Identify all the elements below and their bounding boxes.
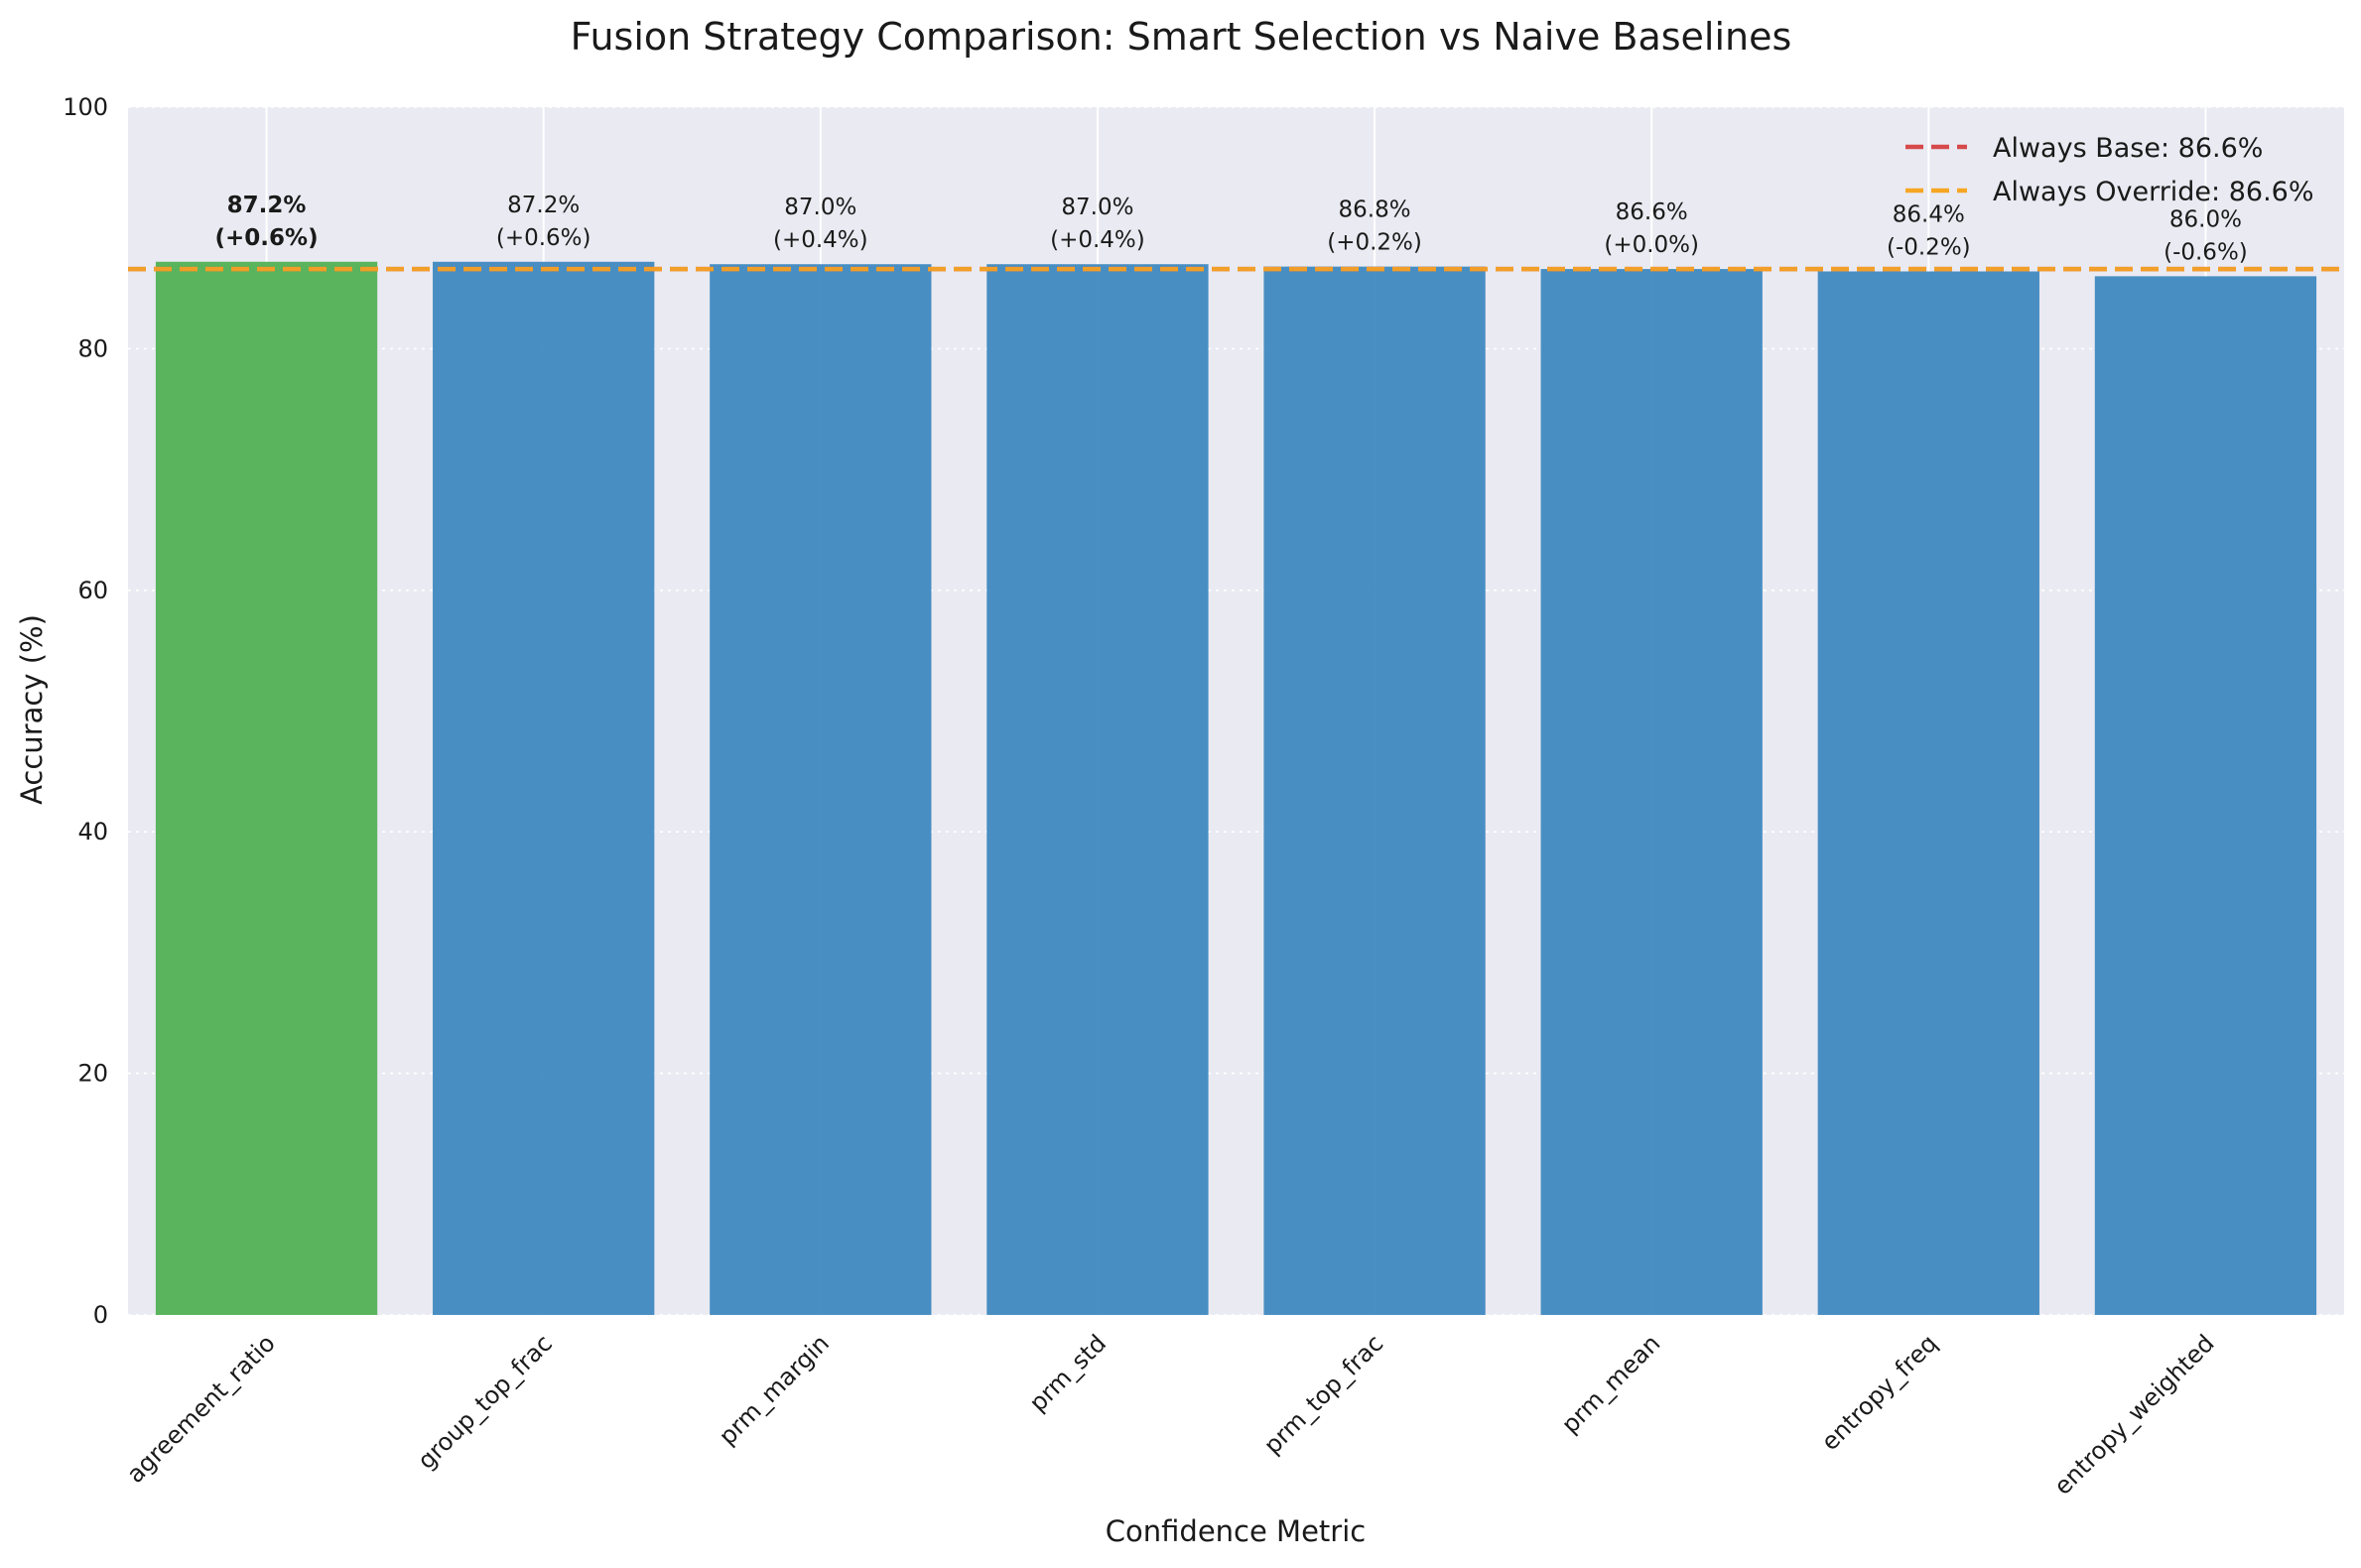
y-tick-label: 20 [77, 1060, 108, 1088]
bar [986, 264, 1209, 1316]
legend: Always Base: 86.6% Always Override: 86.6% [1905, 133, 2314, 207]
bar [710, 264, 932, 1316]
bar [1540, 269, 1763, 1315]
data-label-delta: (+0.4%) [1050, 227, 1145, 253]
x-tick-label: prm_top_frac [1258, 1329, 1388, 1459]
x-tick-label: entropy_weighted [2048, 1329, 2219, 1500]
data-label-delta: (+0.2%) [1327, 230, 1422, 256]
bar [2094, 276, 2317, 1315]
plot-area: 0 20 40 60 80 100 87.2% (+0.6%) agreement_ratio 8… [63, 93, 2344, 1501]
data-label-delta: (-0.6%) [2164, 239, 2248, 265]
data-label-value: 87.2% [507, 193, 580, 218]
chart-title: Fusion Strategy Comparison: Smart Select… [571, 15, 1792, 59]
y-tick-label: 40 [77, 818, 108, 846]
data-label-delta: (+0.4%) [773, 227, 868, 253]
y-axis-label: Accuracy (%) [15, 614, 49, 805]
x-tick-label: prm_mean [1556, 1329, 1665, 1438]
legend-label-always-override: Always Override: 86.6% [1993, 177, 2314, 207]
data-label-delta: (-0.2%) [1887, 235, 1971, 261]
y-tick-label: 0 [93, 1301, 108, 1329]
data-label-value: 87.2% [227, 193, 307, 218]
data-label-value: 86.6% [1616, 199, 1688, 225]
x-tick-label: group_top_frac [412, 1329, 558, 1475]
x-axis-label: Confidence Metric [1106, 1514, 1366, 1548]
x-tick-label: entropy_freq [1816, 1329, 1943, 1456]
data-label-value: 87.0% [1061, 195, 1133, 220]
data-label-value: 86.8% [1339, 197, 1411, 223]
y-tick-label: 80 [77, 334, 108, 362]
data-label-delta: (+0.6%) [215, 225, 319, 251]
legend-label-always-base: Always Base: 86.6% [1993, 133, 2263, 164]
y-tick-label: 100 [63, 93, 108, 121]
data-label-value: 86.0% [2169, 206, 2242, 232]
data-label-delta: (+0.6%) [496, 225, 591, 251]
data-label-value: 86.4% [1893, 202, 1965, 228]
x-tick-label: agreement_ratio [121, 1329, 280, 1488]
x-tick-label: prm_margin [714, 1329, 835, 1450]
bar [433, 261, 655, 1315]
bar [155, 261, 378, 1315]
data-label-delta: (+0.0%) [1604, 232, 1699, 258]
bar [1817, 271, 2039, 1316]
y-tick-label: 60 [77, 577, 108, 604]
bar [1263, 266, 1486, 1315]
data-label-value: 87.0% [784, 195, 856, 220]
x-tick-label: prm_std [1024, 1329, 1113, 1417]
